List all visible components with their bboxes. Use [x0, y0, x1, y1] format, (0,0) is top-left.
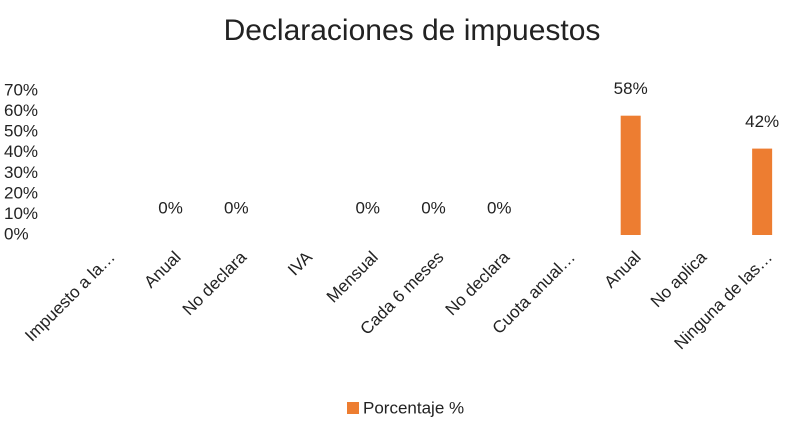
x-tick-label: Anual [600, 248, 644, 292]
legend-label: Porcentaje % [363, 398, 464, 417]
y-tick-label: 70% [4, 80, 38, 99]
x-tick-label: Impuesto a la… [21, 248, 119, 346]
legend-swatch [347, 402, 359, 414]
y-tick-label: 20% [4, 183, 38, 202]
y-tick-label: 50% [4, 122, 38, 141]
y-tick-label: 30% [4, 163, 38, 182]
y-tick-label: 10% [4, 204, 38, 223]
y-tick-label: 0% [4, 224, 29, 243]
x-tick-label: No declara [179, 247, 251, 319]
bar [752, 148, 773, 235]
data-label: 0% [158, 198, 183, 217]
x-tick-label: Mensual [323, 248, 382, 307]
data-label: 0% [355, 198, 380, 217]
y-tick-label: 60% [4, 101, 38, 120]
data-label: 0% [421, 198, 446, 217]
y-tick-label: 40% [4, 142, 38, 161]
chart-title: Declaraciones de impuestos [224, 14, 601, 47]
data-label: 58% [614, 79, 648, 98]
bar [620, 115, 641, 235]
data-label: 42% [745, 112, 779, 131]
data-label: 0% [224, 198, 249, 217]
x-tick-label: Anual [140, 248, 184, 292]
x-tick-label: No declara [442, 247, 514, 319]
x-tick-label: No aplica [647, 247, 711, 311]
x-tick-label: IVA [284, 247, 316, 279]
data-label: 0% [487, 198, 512, 217]
